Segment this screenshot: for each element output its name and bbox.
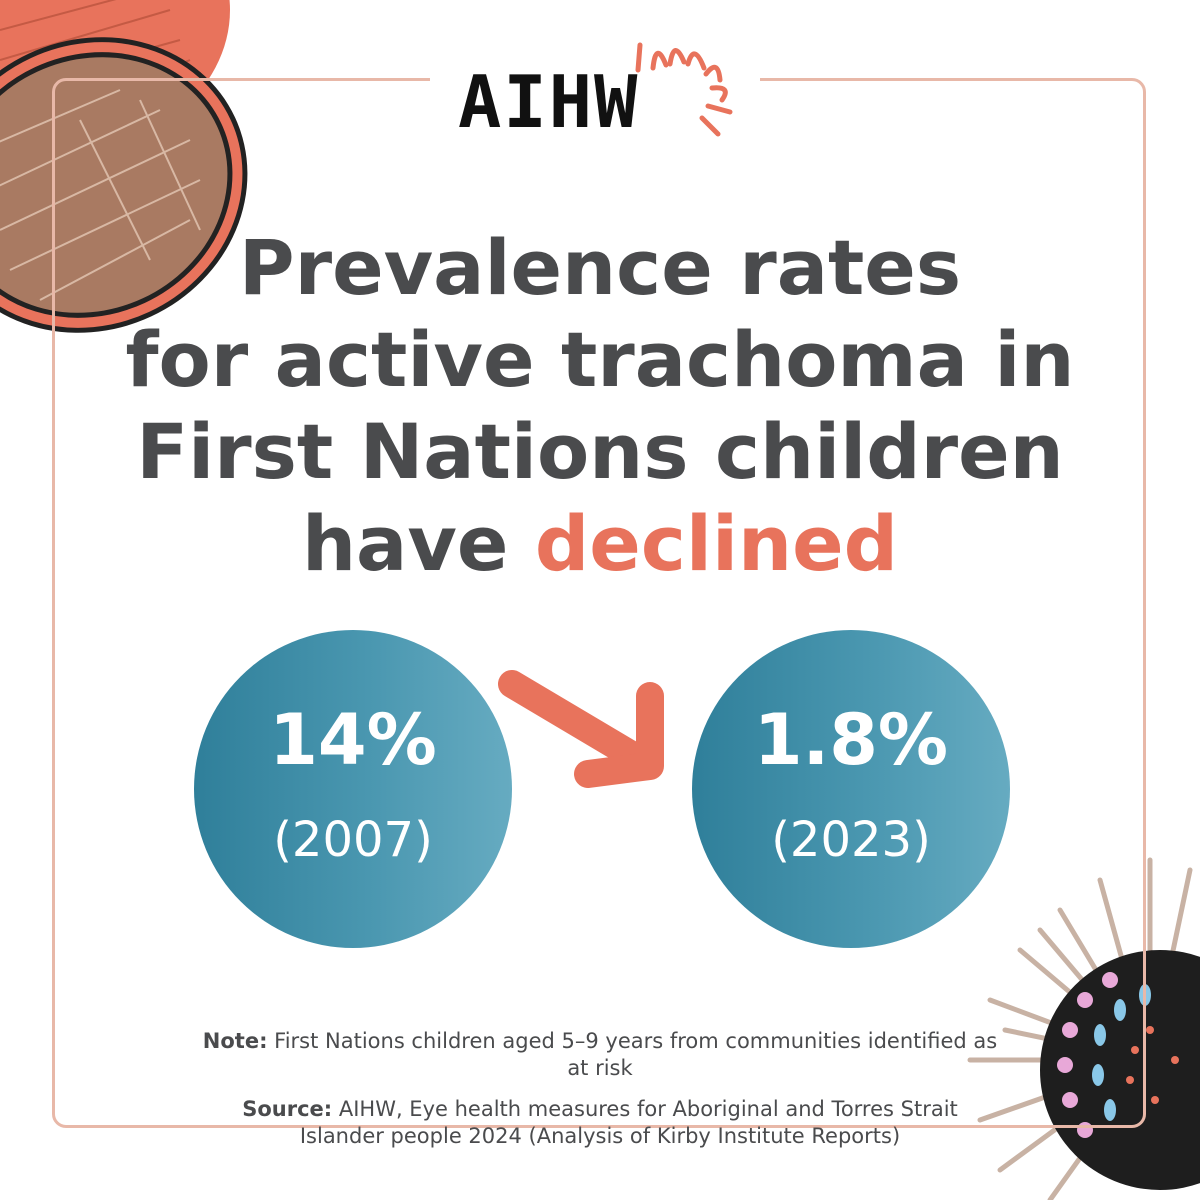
logo-burst-icon: [635, 42, 733, 137]
frame-gap: [430, 70, 760, 90]
note: Note: First Nations children aged 5–9 ye…: [200, 1028, 1000, 1082]
source: Source: AIHW, Eye health measures for Ab…: [200, 1096, 1000, 1150]
note-label: Note:: [202, 1029, 268, 1053]
headline: Prevalence rates for active trachoma in …: [100, 222, 1100, 590]
logo-text: AIHW: [458, 60, 640, 144]
source-text: AIHW, Eye health measures for Aboriginal…: [299, 1097, 958, 1148]
stat-circle-2007: 14% (2007): [194, 630, 512, 948]
stat-year: (2023): [771, 812, 931, 868]
aboriginal-art-top-left: [0, 0, 248, 333]
aboriginal-art-bottom-right: [967, 857, 1200, 1200]
note-text: First Nations children aged 5–9 years fr…: [267, 1029, 998, 1080]
headline-line-2: for active trachoma in: [125, 315, 1075, 404]
source-label: Source:: [242, 1097, 333, 1121]
headline-prefix: have: [301, 499, 535, 588]
headline-line-1: Prevalence rates: [238, 223, 962, 312]
stat-value: 1.8%: [753, 699, 949, 781]
headline-line-4: have declined: [100, 498, 1100, 590]
aihw-logo: AIHW: [458, 30, 758, 150]
down-right-arrow-icon: [498, 670, 664, 788]
headline-line-3: First Nations children: [136, 407, 1064, 496]
stat-year: (2007): [273, 812, 433, 868]
stat-circle-2023: 1.8% (2023): [692, 630, 1010, 948]
headline-highlight: declined: [534, 499, 899, 588]
stat-value: 14%: [269, 699, 437, 781]
